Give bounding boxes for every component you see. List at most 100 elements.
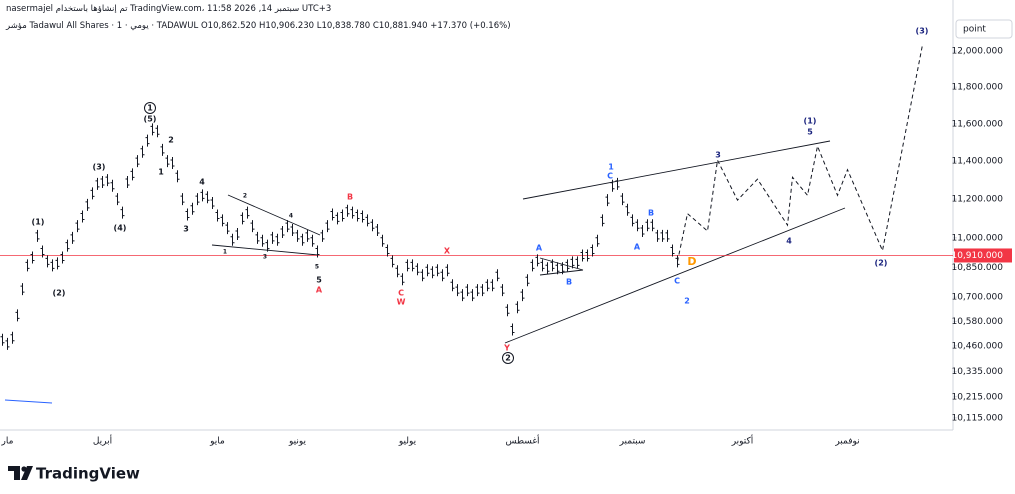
- x-tick-label: أكتوبر: [731, 435, 754, 447]
- ohlc-bar: [465, 284, 470, 297]
- wave-label: W: [397, 298, 406, 307]
- ohlc-bar: [395, 265, 400, 278]
- ohlc-bar: [260, 234, 265, 247]
- ohlc-bar: [300, 233, 305, 246]
- ohlc-bar: [580, 249, 585, 262]
- ohlc-bar: [115, 193, 120, 206]
- trendline: [504, 207, 846, 344]
- ohlc-bar: [130, 168, 135, 181]
- ohlc-bar: [45, 255, 50, 268]
- ohlc-bar: [425, 264, 430, 277]
- ohlc-bar: [440, 269, 445, 282]
- ohlc-bar: [125, 175, 130, 188]
- ohlc-bar: [515, 301, 520, 314]
- y-tick-label: 10,215.000: [951, 392, 1003, 402]
- ohlc-bar: [270, 231, 275, 244]
- ohlc-bar: [595, 234, 600, 247]
- wave-label: 3: [183, 225, 189, 234]
- wave-label: 5: [807, 128, 813, 137]
- ohlc-bar: [295, 229, 300, 242]
- wave-label: (1): [804, 117, 817, 126]
- wave-label: C: [674, 277, 680, 286]
- wave-label: 2: [505, 354, 511, 363]
- wave-label: Y: [503, 344, 510, 353]
- header-line: مؤشر Tadawul All Shares · 1 · يومي · TAD…: [6, 21, 511, 31]
- ohlc-bar: [475, 284, 480, 297]
- ohlc-bar: [320, 229, 325, 242]
- y-tick-label: 10,580.000: [951, 317, 1003, 327]
- ohlc-bar: [500, 284, 505, 297]
- wave-label: 1: [608, 163, 614, 172]
- trendline: [539, 257, 584, 271]
- ohlc-bar: [375, 224, 380, 237]
- wave-label: 2: [684, 297, 690, 306]
- x-tick-label: يوليو: [398, 437, 417, 447]
- ohlc-bar: [435, 264, 440, 277]
- ohlc-bar: [10, 331, 15, 344]
- ohlc-bar: [185, 208, 190, 221]
- ohlc-bar: [90, 187, 95, 200]
- x-tick-label: أبريل: [93, 435, 112, 447]
- drawings: [211, 140, 846, 344]
- x-tick-label: نوفمبر: [834, 437, 859, 447]
- ohlc-bar: [470, 289, 475, 302]
- wave-label: (5): [144, 115, 157, 124]
- y-tick-label: 12,000.000: [951, 47, 1003, 57]
- x-tick-label: يونيو: [288, 437, 307, 447]
- y-tick-label: 10,115.000: [951, 413, 1003, 423]
- wave-label: (3): [93, 163, 106, 172]
- ohlc-bar: [305, 229, 310, 242]
- ohlc-bar: [280, 225, 285, 238]
- ohlc-bar: [570, 256, 575, 269]
- ohlc-bar: [605, 194, 610, 207]
- projection-path: [677, 44, 923, 262]
- wave-label: 4: [289, 213, 293, 220]
- ohlc-bar: [410, 259, 415, 272]
- price-label: 10,910.000: [951, 251, 1003, 261]
- ohlc-bar: [225, 222, 230, 235]
- y-tick-label: 11,200.000: [951, 195, 1003, 205]
- y-tick-label: 10,335.000: [951, 367, 1003, 377]
- ohlc-bar: [450, 279, 455, 292]
- ohlc-bar: [365, 214, 370, 227]
- ohlc-bar: [330, 208, 335, 221]
- ohlc-bar: [335, 212, 340, 225]
- y-tick-label: 10,700.000: [951, 293, 1003, 303]
- ohlc-bar: [150, 123, 155, 136]
- wave-label: 3: [263, 254, 267, 261]
- ohlc-bar: [575, 256, 580, 269]
- ohlc-bar: [600, 214, 605, 227]
- ohlc-bar: [485, 279, 490, 292]
- wave-label: 4: [786, 237, 792, 246]
- wave-label: (3): [916, 27, 929, 36]
- ohlc-bar: [675, 255, 680, 268]
- ohlc-bar: [170, 157, 175, 170]
- y-tick-label: 11,000.000: [951, 233, 1003, 243]
- axis-unit: point: [963, 25, 986, 35]
- y-tick-label: 11,400.000: [951, 157, 1003, 167]
- x-tick-label: مايو: [209, 437, 225, 447]
- ohlc-bar: [620, 193, 625, 206]
- y-tick-label: 10,850.000: [951, 263, 1003, 273]
- ohlc-bar: [380, 234, 385, 247]
- ohlc-bar: [445, 264, 450, 277]
- ohlc-bar: [40, 245, 45, 258]
- ohlc-bar: [665, 229, 670, 242]
- unit-box[interactable]: [955, 19, 1013, 39]
- wave-label: (2): [875, 259, 888, 268]
- ohlc-bar: [510, 323, 515, 336]
- ohlc-bar: [585, 249, 590, 262]
- ohlc-bar: [340, 209, 345, 222]
- wave-label: B: [648, 209, 654, 218]
- ohlc-bar: [180, 193, 185, 206]
- ohlc-bar: [325, 220, 330, 233]
- ohlc-bar: [15, 309, 20, 322]
- wave-label: C: [398, 289, 404, 298]
- ohlc-bar: [540, 259, 545, 272]
- wave-label: 5: [315, 264, 319, 271]
- ohlc-bar: [415, 263, 420, 276]
- wave-label: 1: [147, 104, 153, 113]
- wave-label: A: [316, 286, 323, 295]
